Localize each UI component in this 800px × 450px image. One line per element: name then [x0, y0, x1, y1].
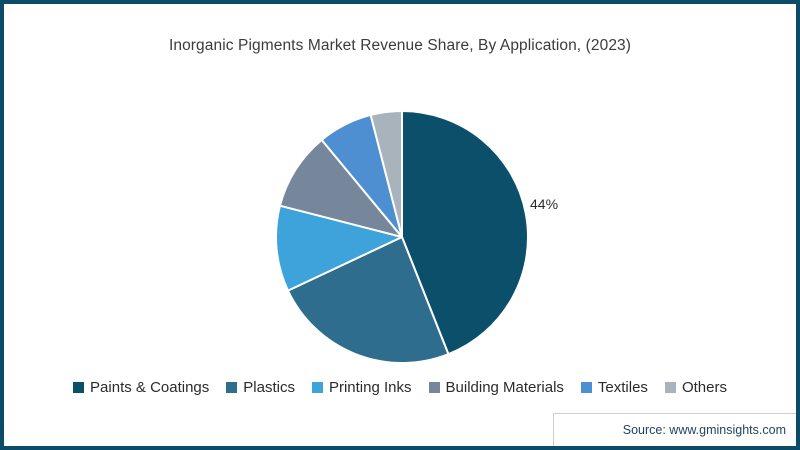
legend-label: Textiles	[597, 379, 648, 396]
pie-slice-plastics	[286, 236, 450, 364]
pie-slice-building-materials	[278, 138, 403, 238]
pie-chart-svg	[275, 110, 529, 364]
legend-item-others: Others	[664, 379, 727, 396]
legend-label: Paints & Coatings	[90, 379, 210, 396]
source-box: Source: www.gminsights.com	[553, 413, 796, 446]
legend-swatch-icon	[226, 382, 238, 393]
legend-swatch-icon	[428, 382, 440, 393]
pie-slice-paints-coatings	[401, 110, 529, 356]
legend-label: Others	[681, 379, 727, 396]
legend-item-textiles: Textiles	[580, 379, 648, 396]
legend-swatch-icon	[73, 382, 85, 393]
pie-slice-printing-inks	[275, 204, 403, 292]
legend-item-plastics: Plastics	[226, 379, 295, 396]
legend-label: Printing Inks	[328, 379, 412, 396]
legend-swatch-icon	[580, 382, 592, 393]
legend-swatch-icon	[664, 382, 676, 393]
source-attribution: Source: www.gminsights.com	[622, 423, 786, 437]
data-label-paints-coatings: 44%	[530, 196, 559, 212]
legend: Paints & Coatings Plastics Printing Inks Bu…	[4, 379, 796, 396]
legend-swatch-icon	[311, 382, 323, 393]
pie-slice-others	[369, 110, 403, 238]
legend-label: Plastics	[243, 379, 295, 396]
legend-item-paints-coatings: Paints & Coatings	[73, 379, 209, 396]
legend-item-printing-inks: Printing Inks	[311, 379, 412, 396]
legend-item-building-materials: Building Materials	[428, 379, 564, 396]
chart-title: Inorganic Pigments Market Revenue Share,…	[168, 37, 632, 54]
legend-label: Building Materials	[445, 379, 564, 396]
pie-chart	[254, 89, 554, 389]
